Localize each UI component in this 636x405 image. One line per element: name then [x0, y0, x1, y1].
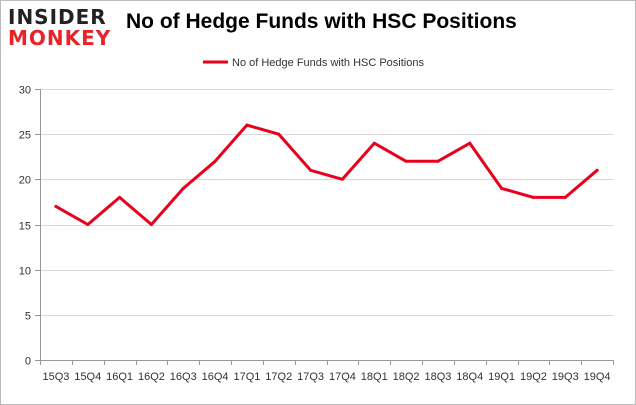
- x-axis: 15Q3 15Q4 16Q1 16Q2 16Q3 16Q4 17Q1 17Q2 17Q3 17Q4…: [40, 360, 614, 383]
- x-tick-label: 15Q4: [74, 371, 101, 383]
- data-point: [118, 195, 122, 199]
- data-point: [468, 141, 472, 145]
- data-point: [54, 204, 58, 208]
- chart-title: No of Hedge Funds with HSC Positions: [126, 10, 517, 33]
- y-tick-label: 30: [19, 85, 31, 97]
- data-point: [181, 186, 185, 190]
- data-point: [309, 168, 313, 172]
- y-tick-label: 5: [25, 311, 31, 323]
- x-tick-label: 19Q2: [520, 371, 547, 383]
- x-tick-label: 18Q4: [456, 371, 483, 383]
- y-axis: 0 5 10 15 20 25 30: [19, 85, 41, 368]
- y-tick-label: 0: [25, 356, 31, 368]
- x-tick-label: 17Q4: [329, 371, 356, 383]
- x-tick-label: 19Q4: [584, 371, 611, 383]
- data-point: [436, 159, 440, 163]
- x-tick-label: 18Q2: [393, 371, 420, 383]
- series-line: [54, 123, 599, 226]
- x-tick-label: 15Q3: [42, 371, 69, 383]
- data-point: [500, 186, 504, 190]
- y-tick-label: 15: [19, 221, 31, 233]
- data-point: [86, 223, 90, 226]
- data-point: [245, 123, 249, 127]
- insider-monkey-logo: INSIDER MONKEY: [8, 6, 118, 50]
- x-tick-label: 16Q1: [106, 371, 133, 383]
- legend: No of Hedge Funds with HSC Positions: [203, 57, 424, 69]
- y-tick-label: 25: [19, 130, 31, 142]
- data-point: [595, 168, 599, 172]
- x-tick-label: 18Q1: [361, 371, 388, 383]
- x-tick-label: 19Q1: [488, 371, 515, 383]
- x-tick-label: 16Q2: [138, 371, 165, 383]
- x-tick-label: 17Q1: [233, 371, 260, 383]
- y-tick-label: 20: [19, 175, 31, 187]
- x-tick-label: 17Q3: [297, 371, 324, 383]
- logo-line-2: MONKEY: [8, 26, 112, 50]
- data-point: [372, 141, 376, 145]
- x-tick-label: 19Q3: [552, 371, 579, 383]
- series-group: [54, 123, 599, 226]
- data-point: [149, 223, 153, 226]
- x-tick-label: 17Q2: [265, 371, 292, 383]
- x-tick-label: 16Q3: [170, 371, 197, 383]
- x-tick-label: 16Q4: [202, 371, 229, 383]
- data-point: [404, 159, 408, 163]
- data-point: [563, 195, 567, 199]
- x-tick-label: 18Q3: [424, 371, 451, 383]
- data-point: [213, 159, 217, 163]
- grid-lines: [40, 89, 613, 361]
- data-point: [277, 132, 281, 136]
- y-tick-label: 10: [19, 266, 31, 278]
- logo-line-1: INSIDER: [8, 5, 107, 29]
- legend-label: No of Hedge Funds with HSC Positions: [232, 57, 424, 69]
- data-point: [340, 177, 344, 181]
- data-point: [531, 195, 535, 199]
